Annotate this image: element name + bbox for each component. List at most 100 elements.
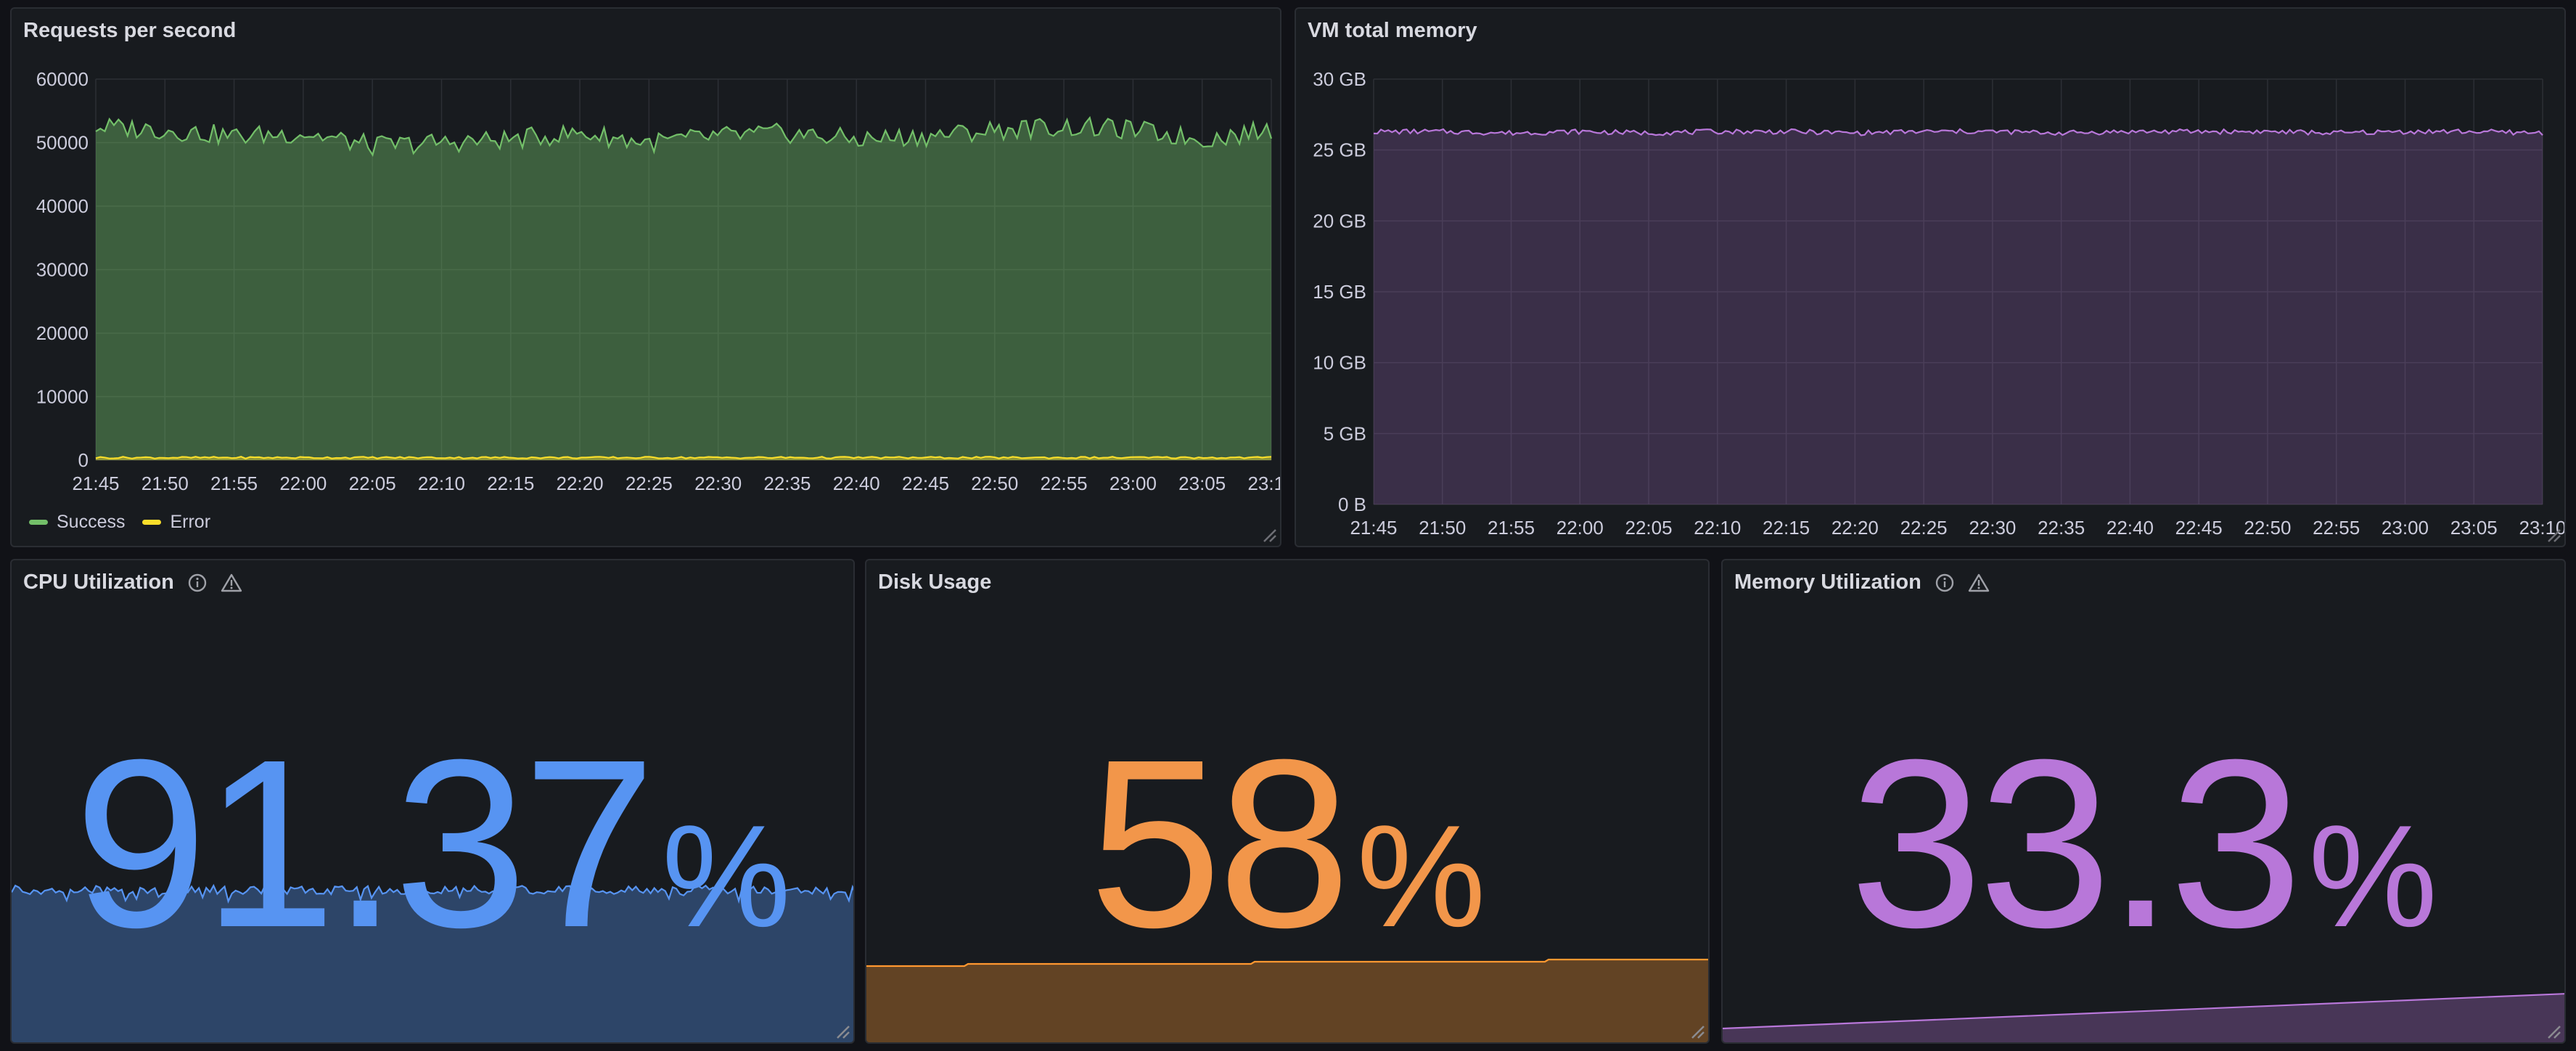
x-tick-label: 21:45 [72,473,119,494]
panel-title[interactable]: CPU Utilization [23,571,174,594]
x-tick-label: 22:40 [2107,517,2154,539]
x-tick-label: 22:40 [833,473,880,494]
panel-title[interactable]: Memory Utilization [1734,571,1921,594]
sparkline-line [866,958,1708,968]
x-tick-label: 22:15 [487,473,534,494]
x-tick-label: 22:20 [1831,517,1879,539]
vm-total-memory-panel: VM total memory 0 B 5 GB 10 GB 15 GB 20 GB 25… [1295,7,2566,547]
stat-number: 33.3 [1849,709,2302,977]
disk-sparkline [866,958,1708,1042]
resize-handle-icon[interactable] [2546,527,2561,543]
x-tick-label: 22:20 [557,473,604,494]
panel-header: Memory Utilization [1734,571,1990,594]
x-tick-label: 22:05 [349,473,396,494]
resize-handle-icon[interactable] [834,1023,850,1039]
series-line [95,115,1273,158]
series-line [95,456,1272,459]
x-tick-label: 22:05 [1625,517,1673,539]
x-tick-label: 23:00 [1109,473,1157,494]
x-tick-label: 21:45 [1350,517,1397,539]
x-tick-label: 22:50 [971,473,1018,494]
requests-per-second-chart: 0 10000 20000 30000 40000 50000 60000 21:45 21:5… [36,68,1281,494]
y-tick-label: 5 GB [1324,422,1366,444]
y-tick-label: 25 GB [1313,139,1366,161]
y-tick-label: 0 B [1338,494,1366,515]
stat-number: 91.37 [74,709,656,977]
series-line [1373,128,2543,136]
y-tick-label: 10000 [36,386,89,408]
info-icon[interactable] [187,573,208,593]
panel-header: CPU Utilization [23,571,242,594]
y-tick-label: 40000 [36,195,89,217]
legend-item-error[interactable]: Error [142,512,210,533]
x-tick-label: 22:15 [1763,517,1810,539]
y-tick-label: 50000 [36,132,89,154]
x-tick-label: 22:10 [1694,517,1741,539]
x-tick-label: 22:55 [2313,517,2360,539]
sparkline-area [12,886,853,1042]
x-tick-label: 23:00 [2382,517,2429,539]
stat-unit: % [1356,796,1486,957]
error-swatch [142,520,162,525]
legend-label: Success [57,512,126,532]
cpu-sparkline [12,883,853,1042]
y-tick-label: 15 GB [1313,281,1366,303]
info-icon[interactable] [1935,573,1955,593]
x-tick-label: 23:05 [2450,517,2498,539]
stat-unit: % [661,796,791,957]
y-tick-label: 10 GB [1313,352,1366,374]
x-tick-label: 22:30 [694,473,742,494]
x-tick-label: 22:00 [1556,517,1604,539]
x-tick-label: 22:35 [763,473,811,494]
warning-icon[interactable] [1968,573,1990,593]
panel-header: Disk Usage [878,571,991,594]
legend-label: Error [170,512,211,532]
sparkline-line [1723,993,2564,1030]
x-tick-label: 22:50 [2244,517,2291,539]
y-tick-label: 30 GB [1313,68,1366,90]
x-tick-label: 23:05 [1178,473,1226,494]
x-tick-label: 21:55 [210,473,258,494]
memory-stat-value: 33.3% [1723,724,2564,963]
y-tick-label: 30000 [36,259,89,281]
panel-title[interactable]: VM total memory [1308,19,1477,42]
y-tick-label: 60000 [36,68,89,90]
series-area [1374,128,2543,504]
x-tick-label: 21:50 [141,473,189,494]
cpu-utilization-panel: CPU Utilization 91.37% [10,559,855,1044]
x-tick-label: 22:55 [1041,473,1088,494]
x-tick-label: 22:30 [1969,517,2016,539]
x-tick-label: 23:10 [1247,473,1281,494]
y-tick-label: 0 [78,449,89,471]
memory-utilization-sparkline [1723,993,2564,1042]
x-tick-label: 21:50 [1419,517,1466,539]
x-tick-label: 22:00 [279,473,327,494]
panel-title[interactable]: Requests per second [23,19,237,42]
series-area [96,118,1271,461]
vm-total-memory-chart: 0 B 5 GB 10 GB 15 GB 20 GB 25 GB 30 GB 21:45 21:… [1313,68,2566,539]
legend-item-success[interactable]: Success [29,512,125,533]
cpu-stat-value: 91.37% [12,724,853,963]
panel-title[interactable]: Disk Usage [878,571,992,594]
stat-unit: % [2308,796,2438,957]
sparkline-area [866,960,1708,1042]
x-tick-label: 22:10 [418,473,465,494]
y-tick-label: 20000 [36,322,89,344]
x-tick-label: 22:25 [1900,517,1948,539]
x-tick-label: 22:45 [2175,517,2223,539]
chart-legend: Success Error [29,512,210,533]
resize-handle-icon[interactable] [1689,1023,1705,1039]
requests-per-second-panel: Requests per second 0 10000 20000 30000 4000… [10,7,1281,547]
resize-handle-icon[interactable] [2546,1023,2561,1039]
x-tick-label: 23:10 [2519,517,2566,539]
x-tick-label: 22:45 [902,473,949,494]
memory-utilization-panel: Memory Utilization 33.3% [1721,559,2566,1044]
sparkline-line [12,883,853,904]
sparkline-area [1723,994,2564,1042]
x-tick-label: 22:25 [625,473,673,494]
y-tick-label: 20 GB [1313,210,1366,232]
warning-icon[interactable] [221,573,242,593]
disk-usage-panel: Disk Usage 58% [865,559,1710,1044]
stat-number: 58 [1088,709,1351,977]
resize-handle-icon[interactable] [1261,527,1277,543]
